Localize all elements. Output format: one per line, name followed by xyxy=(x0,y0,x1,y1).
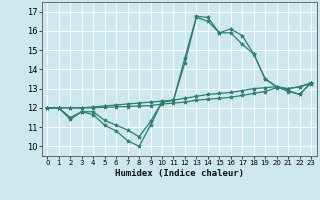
X-axis label: Humidex (Indice chaleur): Humidex (Indice chaleur) xyxy=(115,169,244,178)
